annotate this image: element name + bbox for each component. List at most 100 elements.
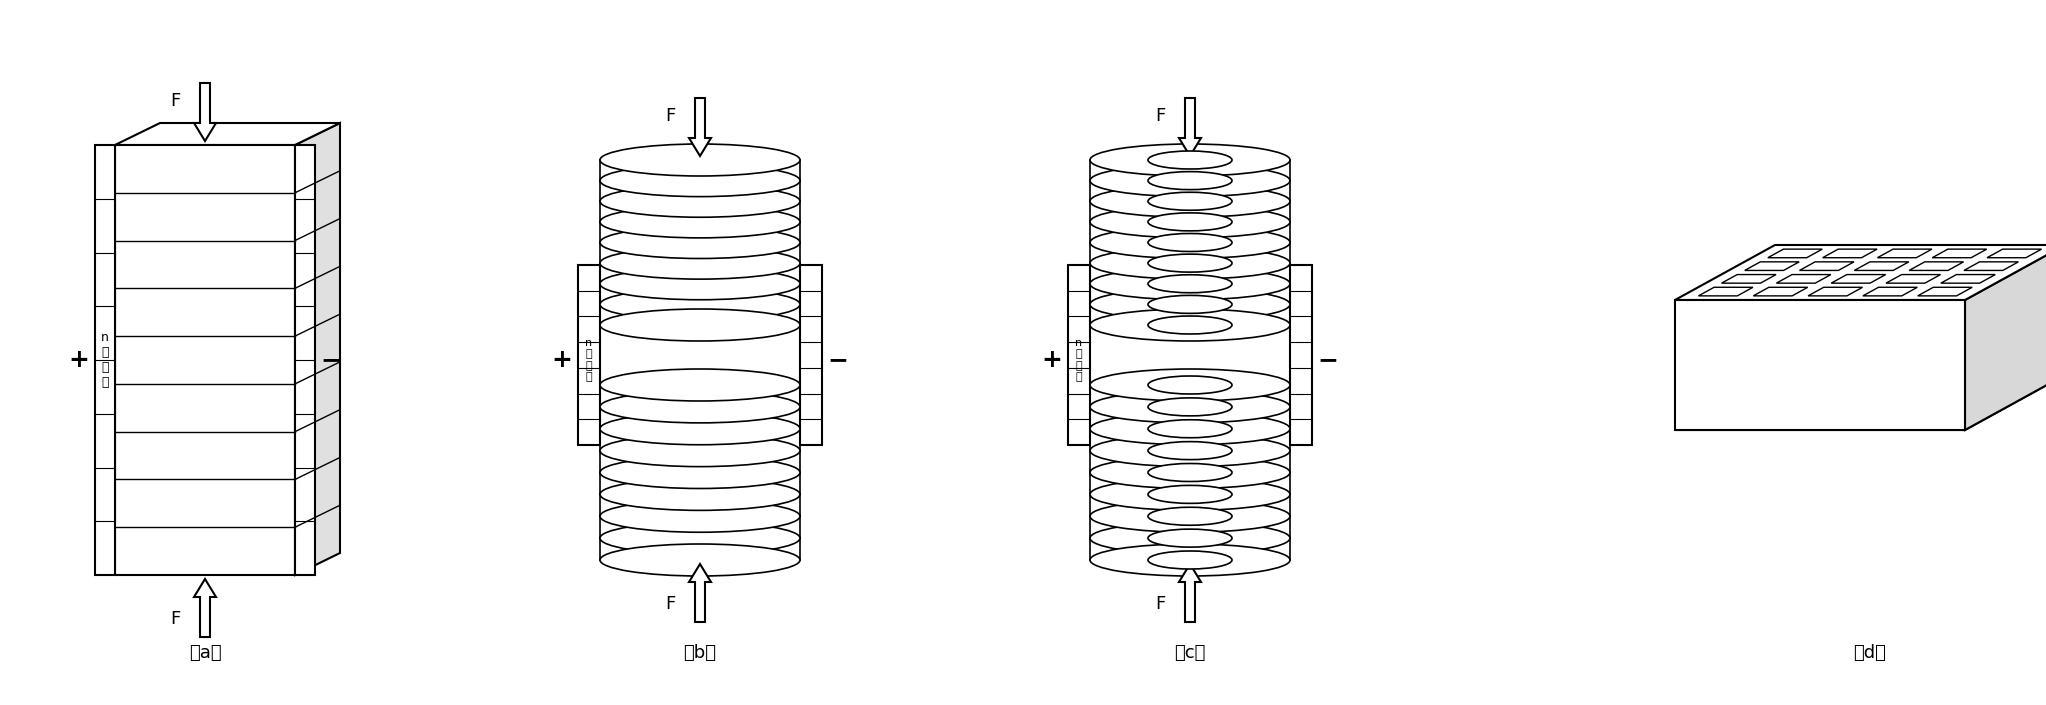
Polygon shape [115,145,295,575]
Polygon shape [599,180,800,201]
Ellipse shape [1148,151,1232,169]
Polygon shape [1909,262,1964,271]
Ellipse shape [599,165,800,197]
Ellipse shape [1091,522,1289,554]
Ellipse shape [599,226,800,259]
Polygon shape [1091,180,1289,201]
Ellipse shape [1148,419,1232,438]
Polygon shape [1768,249,1823,258]
Polygon shape [1091,263,1289,283]
Ellipse shape [1091,165,1289,197]
Ellipse shape [599,544,800,576]
Text: F: F [665,107,675,125]
Ellipse shape [1091,288,1289,320]
Ellipse shape [1091,309,1289,341]
Ellipse shape [599,522,800,554]
Polygon shape [1091,283,1289,305]
Polygon shape [1753,287,1809,296]
Text: +: + [70,348,90,372]
Polygon shape [1776,274,1831,283]
Text: （d）: （d） [1854,644,1886,662]
Ellipse shape [1148,529,1232,547]
Polygon shape [690,564,712,622]
Polygon shape [1809,287,1862,296]
Polygon shape [1178,98,1201,156]
Ellipse shape [1091,247,1289,279]
Polygon shape [1676,300,1964,430]
Ellipse shape [1091,457,1289,489]
Ellipse shape [1148,213,1232,231]
Polygon shape [295,145,315,575]
Polygon shape [1721,274,1776,283]
Polygon shape [599,305,800,325]
Text: n
片
并
联: n 片 并 联 [585,338,593,382]
Ellipse shape [599,309,800,341]
Polygon shape [1745,262,1798,271]
Polygon shape [1917,287,1972,296]
Ellipse shape [599,369,800,401]
Polygon shape [599,516,800,538]
Ellipse shape [599,268,800,300]
Polygon shape [579,265,599,445]
Polygon shape [194,83,217,141]
Polygon shape [599,263,800,283]
Polygon shape [1862,287,1917,296]
Text: −: − [1318,348,1338,372]
Ellipse shape [1091,412,1289,445]
Ellipse shape [1091,369,1289,401]
Ellipse shape [1148,316,1232,334]
Polygon shape [599,429,800,450]
Polygon shape [1091,429,1289,450]
Polygon shape [1091,222,1289,243]
Text: −: − [827,348,849,372]
Polygon shape [1676,245,2046,300]
Polygon shape [194,579,217,637]
Ellipse shape [1091,391,1289,423]
Text: （b）: （b） [683,644,716,662]
Text: F: F [1154,107,1164,125]
Polygon shape [1091,407,1289,429]
Polygon shape [599,538,800,560]
Polygon shape [1987,249,2042,258]
Ellipse shape [1148,551,1232,569]
Polygon shape [1831,274,1886,283]
Ellipse shape [1148,295,1232,314]
Polygon shape [1178,564,1201,622]
Polygon shape [1964,262,2019,271]
Polygon shape [1091,160,1289,180]
Polygon shape [599,243,800,263]
Ellipse shape [1091,479,1289,510]
Ellipse shape [599,144,800,176]
Ellipse shape [599,412,800,445]
Ellipse shape [1148,192,1232,210]
Ellipse shape [1148,508,1232,525]
Polygon shape [94,145,115,575]
Polygon shape [1854,262,1909,271]
Ellipse shape [1091,144,1289,176]
Text: F: F [665,595,675,613]
Polygon shape [1289,265,1311,445]
Text: （a）: （a） [188,644,221,662]
Ellipse shape [1091,226,1289,259]
Polygon shape [1964,245,2046,430]
Ellipse shape [1091,544,1289,576]
Polygon shape [1942,274,1995,283]
Ellipse shape [1148,441,1232,460]
Ellipse shape [1091,501,1289,532]
Polygon shape [1091,450,1289,472]
Ellipse shape [1091,206,1289,238]
Polygon shape [690,98,712,156]
Polygon shape [599,201,800,222]
Text: F: F [170,92,180,110]
Ellipse shape [599,185,800,217]
Polygon shape [1931,249,1987,258]
Ellipse shape [1148,376,1232,394]
Ellipse shape [1148,485,1232,503]
Ellipse shape [599,479,800,510]
Text: F: F [170,610,180,628]
Ellipse shape [599,457,800,489]
Polygon shape [1091,243,1289,263]
Polygon shape [1091,201,1289,222]
Polygon shape [1698,287,1753,296]
Text: n
片
并
联: n 片 并 联 [100,331,108,389]
